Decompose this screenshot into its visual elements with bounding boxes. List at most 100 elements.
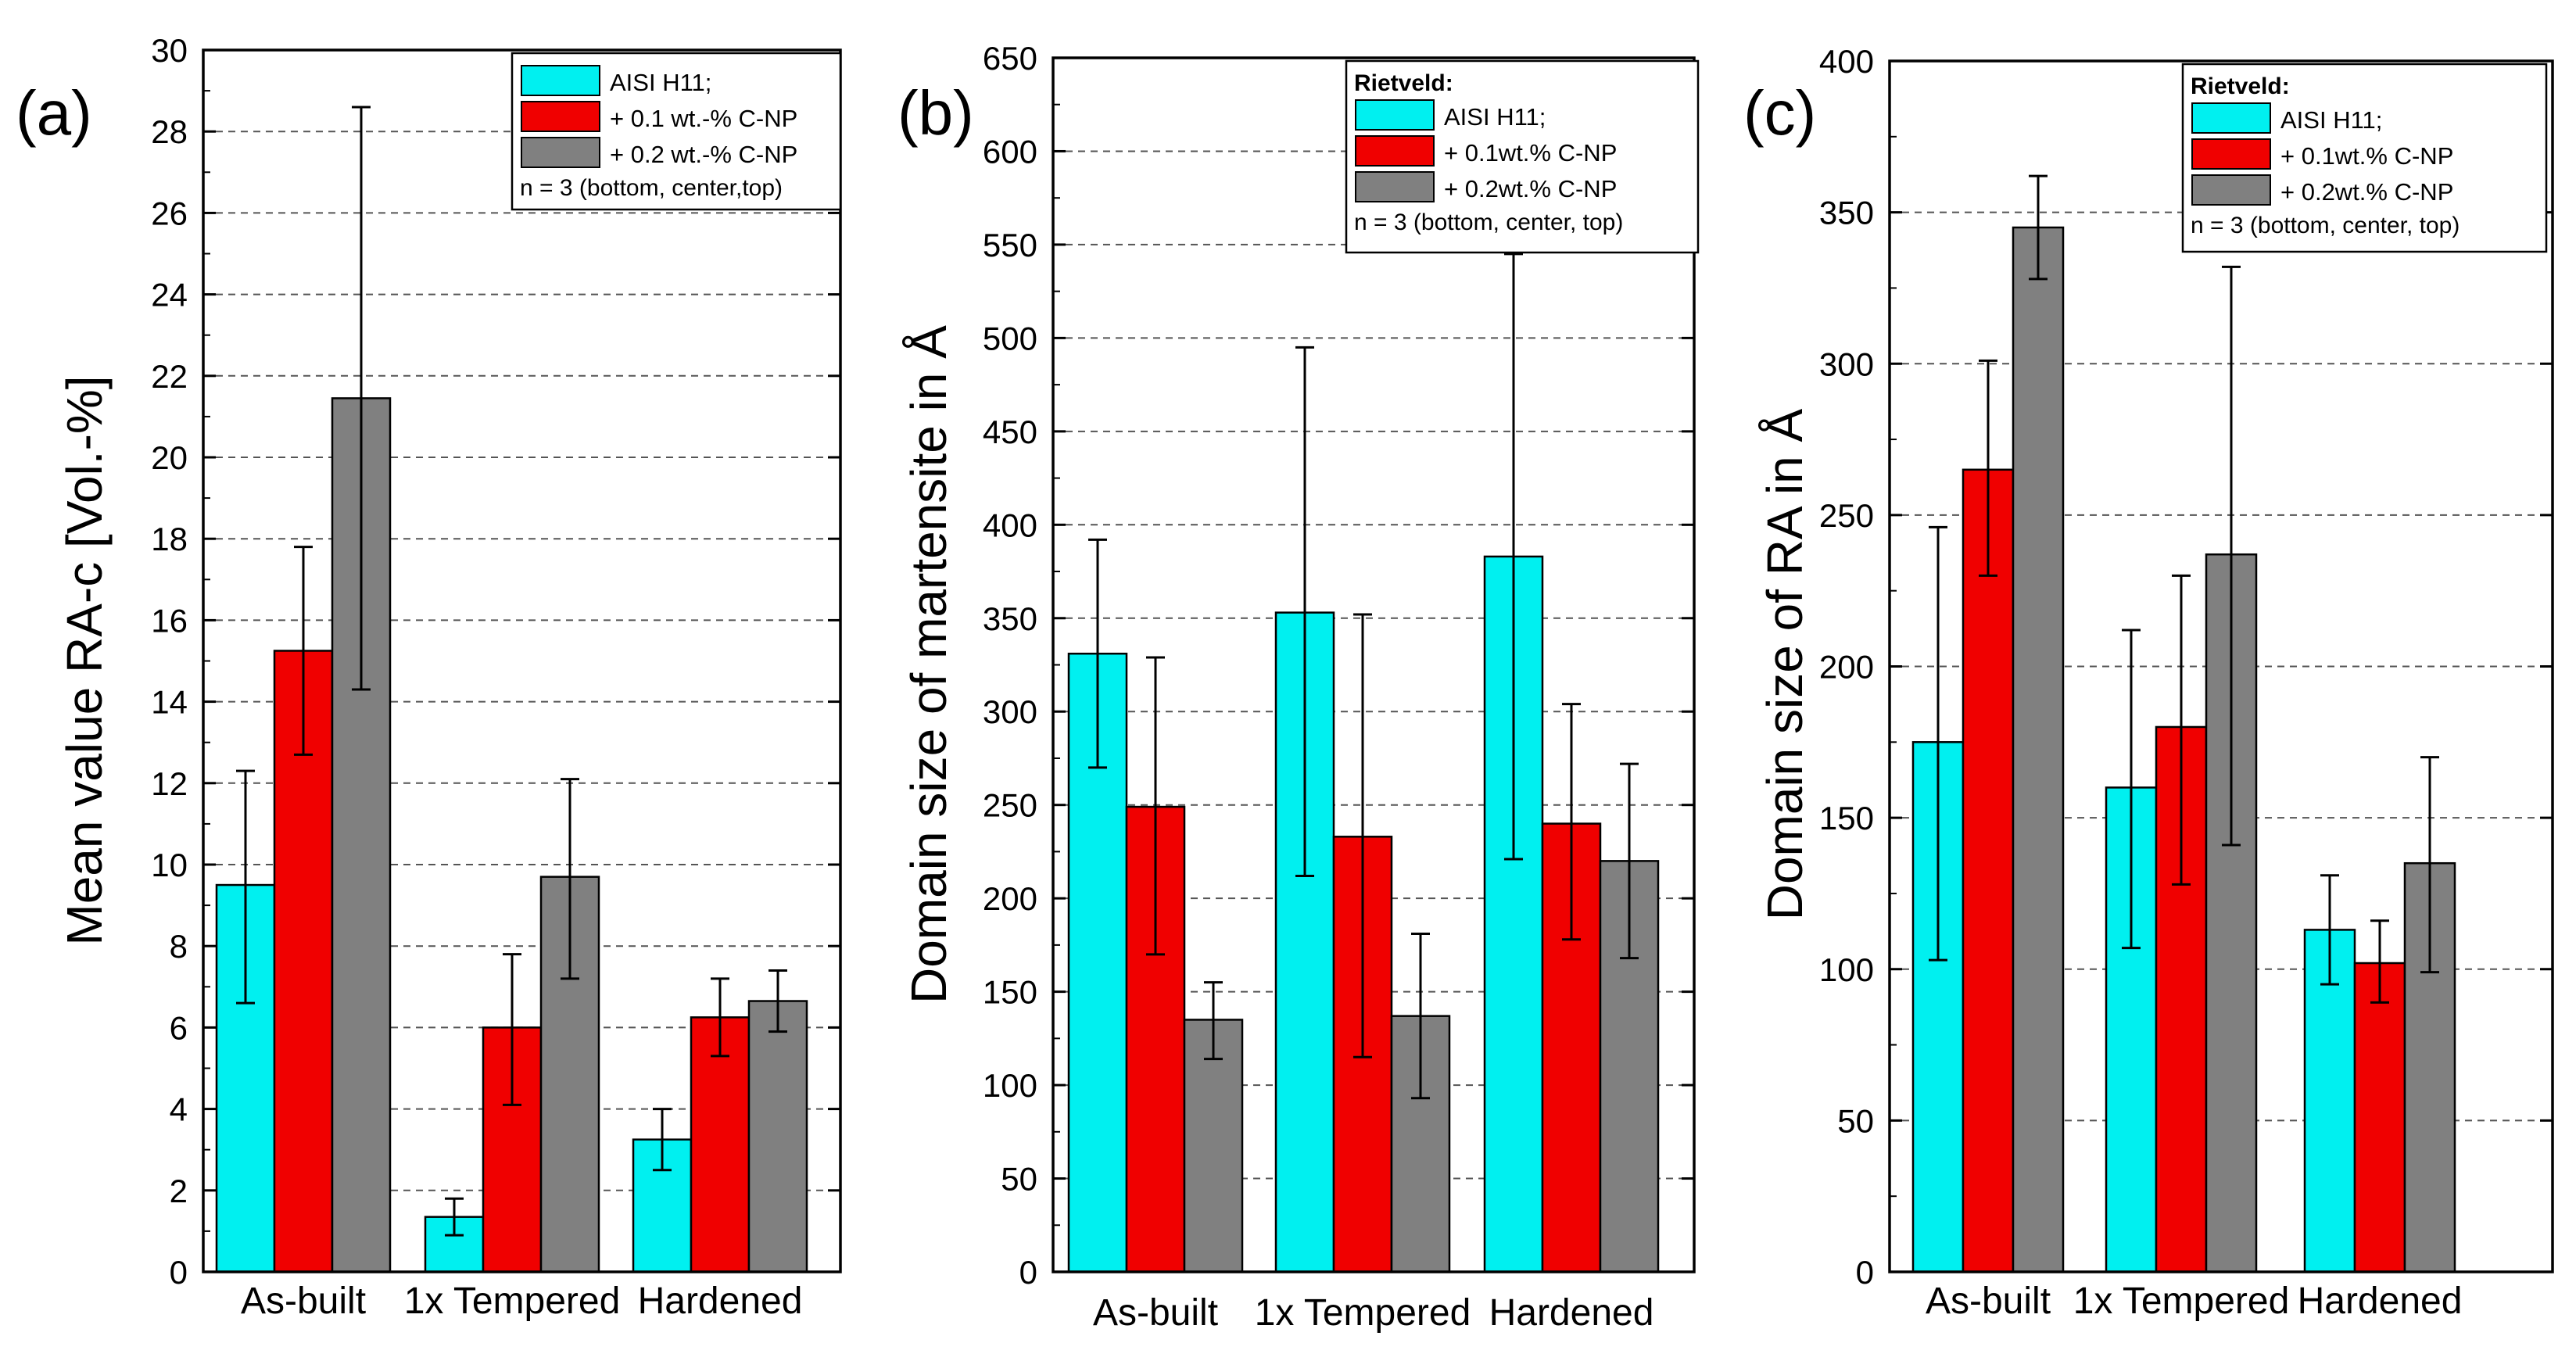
bar <box>747 1000 808 1273</box>
y-tick-label: 28 <box>151 113 188 150</box>
y-tick-label: 200 <box>983 880 1037 917</box>
x-tick-label: 1x Tempered <box>2073 1280 2290 1322</box>
legend-note: n = 3 (bottom, center,top) <box>520 175 783 201</box>
legend-swatch-aisi-h11 <box>2191 102 2271 134</box>
legend-swatch-aisi-h11 <box>1355 99 1435 131</box>
y-tick-label: 650 <box>983 40 1037 77</box>
legend-label-aisi-h11: AISI H11; <box>2280 106 2382 134</box>
panel-c: (c) Domain size of RA in Å 0 50 100 150 200 2… <box>1743 43 2554 1322</box>
y-tick-label: 150 <box>983 974 1037 1011</box>
x-tick-labels: As-built 1x Tempered Hardened <box>1926 1280 2462 1322</box>
y-tick-label: 0 <box>170 1254 188 1291</box>
y-tick-label: 200 <box>1819 649 1874 686</box>
x-tick-label: Hardened <box>638 1280 803 1322</box>
y-tick-label: 26 <box>151 195 188 231</box>
y-tick-label: 350 <box>983 600 1037 637</box>
panel-label: (b) <box>897 78 974 148</box>
panel-a: (a) Mean value RA-c [Vol.-%] 02468101214… <box>16 32 842 1322</box>
bar <box>1183 1019 1244 1273</box>
y-tick-label: 150 <box>1819 800 1874 836</box>
y-tick-label: 20 <box>151 439 188 476</box>
x-tick-label: Hardened <box>2298 1280 2463 1322</box>
y-axis-title: Domain size of RA in Å <box>1757 408 1813 920</box>
y-tick-label: 550 <box>983 227 1037 263</box>
legend: AISI H11; + 0.1 wt.-% C-NP + 0.2 wt.-% C… <box>511 52 842 211</box>
x-tick-label: As-built <box>241 1280 366 1322</box>
x-tick-labels: As-built 1x Tempered Hardened <box>1093 1292 1653 1334</box>
legend-header: Rietveld: <box>1354 70 1453 96</box>
legend-swatch-0-1-cnp <box>521 101 600 132</box>
panel-label: (a) <box>16 78 92 148</box>
bar <box>2012 226 2065 1273</box>
x-tick-label: 1x Tempered <box>1255 1292 1471 1334</box>
y-tick-label: 250 <box>1819 497 1874 534</box>
y-tick-label: 14 <box>151 684 188 721</box>
y-tick-label: 8 <box>170 928 188 965</box>
axes <box>202 48 842 1273</box>
y-tick-label: 450 <box>983 414 1037 450</box>
y-tick-label: 400 <box>1819 43 1874 80</box>
bars <box>215 397 808 1273</box>
y-tick-label: 18 <box>151 521 188 557</box>
y-axis-title: Mean value RA-c [Vol.-%] <box>56 375 113 945</box>
y-tick-label: 30 <box>151 32 188 69</box>
legend-swatch-0-2-cnp <box>2191 174 2271 206</box>
bar <box>632 1138 693 1273</box>
y-tick-label: 4 <box>170 1091 188 1128</box>
y-tick-label: 50 <box>1001 1161 1037 1198</box>
legend-label-0-1-cnp: + 0.1wt.% C-NP <box>2280 142 2453 170</box>
y-tick-label: 350 <box>1819 195 1874 231</box>
bar <box>1962 468 2015 1273</box>
error-bars <box>1929 174 2439 1004</box>
legend: Rietveld: AISI H11; + 0.1wt.% C-NP + 0.2… <box>1345 59 1700 254</box>
y-tick-label: 6 <box>170 1009 188 1046</box>
panel-label: (c) <box>1743 78 1816 148</box>
y-tick-label: 16 <box>151 602 188 639</box>
legend-note: n = 3 (bottom, center, top) <box>1354 210 1623 235</box>
legend-note: n = 3 (bottom, center, top) <box>2191 213 2460 238</box>
x-tick-label: As-built <box>1926 1280 2051 1322</box>
bar <box>2303 929 2356 1273</box>
x-tick-labels: As-built 1x Tempered Hardened <box>241 1280 802 1322</box>
legend-swatch-0-2-cnp <box>1355 171 1435 202</box>
y-tick-label: 500 <box>983 320 1037 356</box>
bar <box>2353 962 2406 1273</box>
legend-swatch-aisi-h11 <box>521 65 600 96</box>
y-tick-label: 400 <box>983 507 1037 543</box>
legend: Rietveld: AISI H11; + 0.1wt.% C-NP + 0.2… <box>2181 63 2548 253</box>
legend-swatch-0-2-cnp <box>521 137 600 168</box>
y-tick-label: 600 <box>983 133 1037 170</box>
panel-b: (b) Domain size of martensite in Å 0 50 10… <box>897 40 1700 1334</box>
x-tick-label: 1x Tempered <box>404 1280 621 1322</box>
legend-header: Rietveld: <box>2191 73 2290 99</box>
legend-label-aisi-h11: AISI H11; <box>610 69 711 96</box>
legend-label-0-2-cnp: + 0.2 wt.-% C-NP <box>610 141 797 168</box>
y-tick-label: 24 <box>151 277 188 313</box>
y-tick-label: 22 <box>151 358 188 395</box>
plot-frame <box>202 48 842 1273</box>
bars <box>1911 226 2456 1273</box>
plot-frame <box>1052 56 1696 1273</box>
error-bars <box>1088 253 1639 1100</box>
error-bars <box>236 106 787 1237</box>
legend-swatch-0-1-cnp <box>2191 138 2271 170</box>
y-tick-label: 10 <box>151 847 188 883</box>
y-tick-labels: 0 50 100 150 200 250 300 350 400 <box>1819 43 1874 1291</box>
y-tick-label: 250 <box>983 787 1037 824</box>
legend-label-0-1-cnp: + 0.1wt.% C-NP <box>1444 139 1617 167</box>
y-tick-label: 300 <box>1819 346 1874 382</box>
y-axis-title: Domain size of martensite in Å <box>901 325 957 1004</box>
legend-label-0-2-cnp: + 0.2wt.% C-NP <box>1444 175 1617 202</box>
y-tick-label: 0 <box>1856 1254 1874 1291</box>
legend-label-0-1-cnp: + 0.1 wt.-% C-NP <box>610 105 797 132</box>
y-tick-label: 100 <box>983 1067 1037 1104</box>
legend-label-aisi-h11: AISI H11; <box>1444 103 1546 131</box>
x-tick-label: Hardened <box>1489 1292 1654 1334</box>
y-tick-label: 300 <box>983 693 1037 730</box>
y-tick-label: 0 <box>1019 1254 1037 1291</box>
y-tick-label: 2 <box>170 1173 188 1209</box>
y-tick-label: 12 <box>151 765 188 802</box>
y-tick-labels: 0 50 100 150 200 250 300 350 400 450 500 550 600 650 <box>983 40 1037 1291</box>
